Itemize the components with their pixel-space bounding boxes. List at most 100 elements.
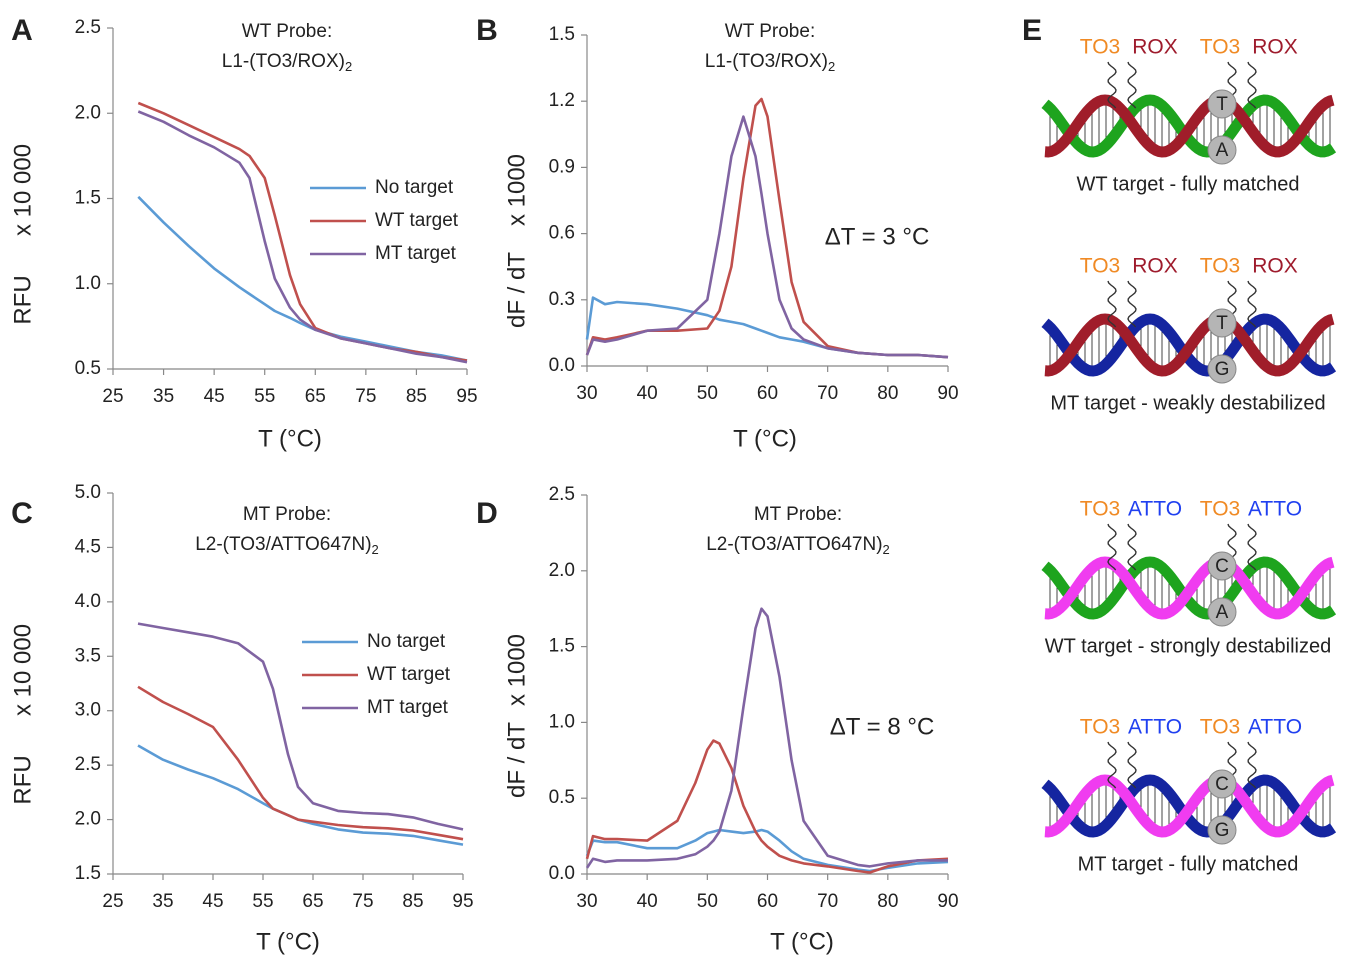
y-tick-label: 1.5 (549, 24, 575, 45)
strand (1041, 94, 1337, 158)
legend-label: WT target (367, 664, 451, 685)
x-tick-label: 95 (456, 386, 477, 407)
linker (1127, 61, 1137, 109)
chart-subtitle: L1-(TO3/ROX)2 (222, 51, 352, 74)
chart-title: WT Probe: (242, 21, 332, 42)
y-tick-label: 1.0 (75, 273, 101, 294)
base-label: T (1216, 313, 1228, 334)
series-line (585, 739, 949, 874)
y-axis-unit: x 1000 (503, 634, 530, 706)
caption: MT target - fully matched (1078, 853, 1299, 875)
dye-label: ROX (1252, 36, 1298, 59)
base (1207, 89, 1237, 119)
x-tick-label: 70 (817, 891, 838, 912)
dye-label: TO3 (1200, 716, 1240, 739)
y-tick-label: 0.6 (549, 223, 575, 244)
y-tick-label: 1.0 (549, 711, 575, 732)
y-tick-label: 4.5 (75, 536, 101, 557)
x-tick-label: 80 (877, 383, 898, 404)
strand (1044, 313, 1335, 377)
y-tick-label: 0.3 (549, 289, 575, 310)
y-tick-label: 1.2 (549, 90, 575, 111)
linker (1247, 280, 1257, 328)
series-line (585, 296, 949, 359)
linker (1127, 741, 1137, 789)
legend-label: WT target (375, 210, 459, 231)
subtitle-subscript: 2 (372, 542, 379, 557)
dye-label: TO3 (1080, 716, 1120, 739)
chart-title: WT Probe: (725, 21, 815, 42)
y-tick-label: 2.5 (75, 17, 101, 38)
strand (1044, 94, 1335, 158)
chart-subtitle: L2-(TO3/ATTO647N)2 (706, 534, 890, 557)
subtitle-subscript: 2 (345, 59, 352, 74)
y-tick-label: 2.0 (75, 102, 101, 123)
y-tick-label: 0.0 (549, 863, 575, 884)
y-tick-label: 3.0 (75, 700, 101, 721)
x-tick-label: 55 (254, 386, 275, 407)
series-line (585, 115, 949, 359)
y-tick-label: 1.5 (549, 636, 575, 657)
y-tick-label: 5.0 (75, 482, 101, 503)
annotation: ΔT = 3 °C (825, 223, 930, 250)
linker (1247, 61, 1257, 109)
x-tick-label: 35 (153, 386, 174, 407)
subtitle-subscript: 2 (883, 542, 890, 557)
dye-label: TO3 (1080, 255, 1120, 278)
x-tick-label: 85 (402, 891, 423, 912)
strand (1041, 774, 1337, 838)
y-tick-label: 1.5 (75, 188, 101, 209)
dye-label: ROX (1252, 255, 1298, 278)
y-tick-label: 2.5 (549, 484, 575, 505)
dye-label: ATTO (1128, 498, 1182, 521)
x-tick-label: 25 (102, 891, 123, 912)
strand (1044, 556, 1335, 620)
series-line (585, 607, 948, 869)
chart-title: MT Probe: (243, 504, 331, 525)
y-axis-unit: x 10 000 (9, 624, 36, 716)
linker (1247, 523, 1257, 571)
chart-subtitle: L1-(TO3/ROX)2 (705, 51, 835, 74)
base (1207, 551, 1237, 581)
base-label: A (1216, 140, 1229, 161)
y-tick-label: 1.5 (75, 863, 101, 884)
series-line (137, 622, 464, 831)
dye-label: TO3 (1200, 36, 1240, 59)
legend-label: MT target (375, 243, 457, 264)
linker (1107, 61, 1117, 109)
series-line (137, 110, 468, 364)
x-tick-label: 45 (204, 386, 225, 407)
x-tick-label: 50 (697, 891, 718, 912)
y-axis-label: dF / dT (503, 722, 530, 798)
x-axis-label: T (°C) (733, 425, 797, 452)
base (1207, 769, 1237, 799)
x-tick-label: 90 (937, 891, 958, 912)
series-line (137, 685, 464, 841)
base-label: C (1215, 556, 1229, 577)
y-tick-label: 0.9 (549, 156, 575, 177)
subtitle-text: L2-(TO3/ATTO647N) (706, 534, 882, 555)
caption: MT target - weakly destabilized (1050, 392, 1325, 414)
y-tick-label: 2.0 (549, 560, 575, 581)
x-axis-label: T (°C) (770, 928, 834, 955)
x-tick-label: 60 (757, 891, 778, 912)
chart-subtitle: L2-(TO3/ATTO647N)2 (195, 534, 379, 557)
base (1207, 815, 1237, 845)
linker (1127, 523, 1137, 571)
x-tick-label: 60 (757, 383, 778, 404)
y-tick-label: 3.5 (75, 645, 101, 666)
panel-letter: D (476, 497, 498, 530)
base-label: C (1215, 774, 1229, 795)
y-tick-label: 0.5 (549, 787, 575, 808)
dye-label: ATTO (1248, 498, 1302, 521)
base-label: T (1216, 94, 1228, 115)
x-tick-label: 75 (352, 891, 373, 912)
legend-label: No target (367, 631, 446, 652)
panel-letter: B (476, 14, 498, 47)
x-tick-label: 25 (102, 386, 123, 407)
legend-label: No target (375, 177, 454, 198)
strand (1041, 556, 1337, 620)
x-tick-label: 65 (305, 386, 326, 407)
linker (1107, 741, 1117, 789)
